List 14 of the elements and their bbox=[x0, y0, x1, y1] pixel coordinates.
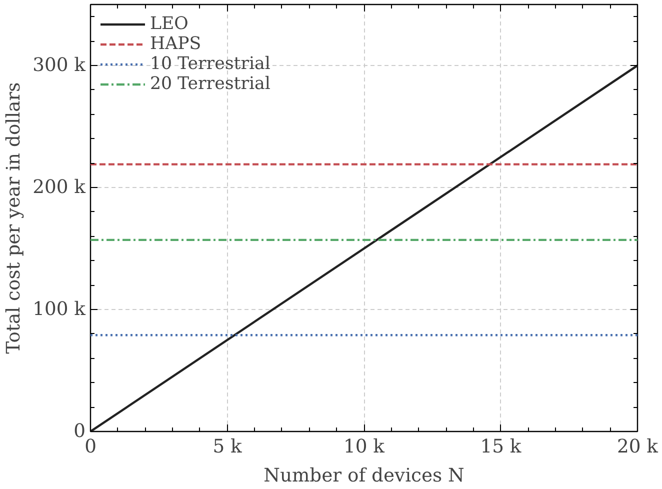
y-tick-label: 300 k bbox=[32, 55, 86, 76]
legend-label: 10 Terrestrial bbox=[150, 54, 270, 74]
x-axis-title: Number of devices N bbox=[264, 466, 464, 486]
x-tick-label: 5 k bbox=[212, 436, 242, 458]
x-tick-label: 20 k bbox=[617, 436, 659, 458]
y-tick-label: 200 k bbox=[32, 177, 86, 198]
legend-label: 20 Terrestrial bbox=[150, 74, 270, 94]
y-tick-label: 100 k bbox=[32, 299, 86, 320]
x-tick-label: 10 k bbox=[344, 436, 386, 458]
y-axis-title: Total cost per year in dollars bbox=[4, 82, 25, 354]
x-tick-label: 15 k bbox=[480, 436, 522, 458]
legend-label: HAPS bbox=[150, 34, 202, 54]
y-tick-label: 0 bbox=[74, 421, 86, 442]
legend-label: LEO bbox=[150, 14, 188, 34]
